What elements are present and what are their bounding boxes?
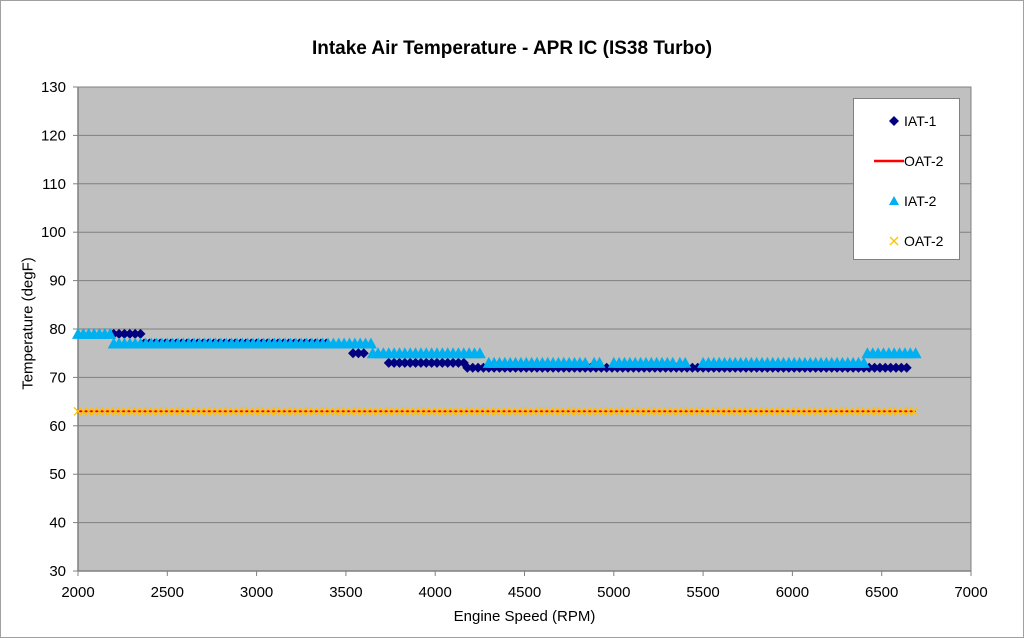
x-tick-label: 3500: [329, 584, 362, 601]
legend-item-oat-2-x: OAT-2: [854, 231, 959, 251]
x-tick-label: 2500: [151, 584, 184, 601]
y-tick-label: 110: [42, 176, 66, 193]
y-tick-label: 130: [41, 79, 66, 96]
series-iat-2-triangle: [72, 327, 922, 368]
x-marker-icon: [889, 236, 899, 246]
y-tick-label: 40: [49, 515, 66, 532]
y-tick-label: 120: [41, 127, 66, 144]
x-tick-label: 3000: [240, 584, 273, 601]
x-tick-label: 4500: [508, 584, 541, 601]
x-tick-label: 7000: [954, 584, 987, 601]
x-tick-label: 6500: [865, 584, 898, 601]
legend-item-iat-2: IAT-2: [854, 191, 959, 211]
y-tick-label: 100: [41, 224, 66, 241]
chart-title: Intake Air Temperature - APR IC (IS38 Tu…: [311, 38, 713, 59]
x-axis-label: Engine Speed (RPM): [453, 608, 596, 625]
x-tick-label: 6000: [776, 584, 809, 601]
y-tick-label: 90: [49, 273, 66, 290]
legend-item-oat-2-line: OAT-2: [854, 151, 959, 171]
x-tick-label: 5500: [686, 584, 719, 601]
x-tick-label: 4000: [419, 584, 452, 601]
x-tick-label: 5000: [597, 584, 630, 601]
y-tick-label: 60: [49, 418, 66, 435]
red-line-icon: [874, 159, 904, 163]
y-tick-label: 30: [49, 563, 66, 580]
x-tick-label: 2000: [61, 584, 94, 601]
diamond-marker-icon: [889, 116, 899, 126]
legend: IAT-1 OAT-2 IAT-2 OAT-2: [853, 98, 960, 260]
triangle-marker-icon: [889, 196, 899, 205]
series-oat-2-x: [73, 406, 919, 416]
y-tick-label: 80: [49, 321, 66, 338]
legend-item-iat-1: IAT-1: [854, 111, 959, 131]
y-tick-label: 70: [49, 369, 66, 386]
y-tick-label: 50: [49, 466, 66, 483]
